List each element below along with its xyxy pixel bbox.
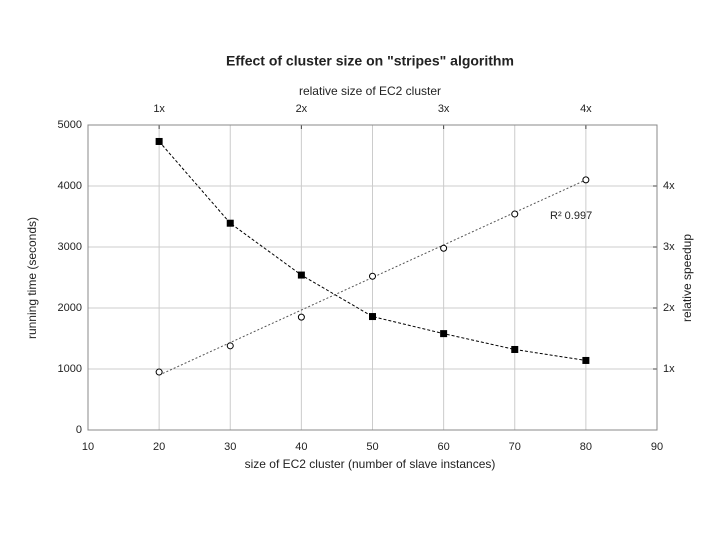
y-tick-label: 3000 [58,241,82,253]
marker [369,313,376,321]
y2-tick-label: 3x [663,241,675,253]
marker [297,271,305,279]
marker [226,219,234,227]
y-tick-label: 2000 [58,302,82,314]
x-tick-label: 10 [82,441,94,453]
marker [582,176,590,184]
x2-tick-label: 3x [438,103,450,115]
x-tick-label: 70 [509,441,521,453]
y-tick-label: 0 [76,424,82,436]
y-axis-label: running time (seconds) [25,217,39,339]
marker [226,342,234,350]
x-tick-label: 50 [366,441,378,453]
x2-tick-label: 2x [296,103,308,115]
marker [155,137,163,145]
y2-axis-label: relative speedup [680,234,694,322]
y-tick-label: 4000 [58,180,82,192]
x-tick-label: 40 [295,441,307,453]
annotation: R² 0.997 [550,210,592,222]
y-tick-label: 5000 [58,119,82,131]
marker [440,330,448,338]
x-tick-label: 90 [651,441,663,453]
x-tick-label: 20 [153,441,165,453]
x-axis-label: size of EC2 cluster (number of slave ins… [245,457,496,471]
x-tick-label: 60 [438,441,450,453]
plot-frame [87,124,658,431]
top-axis-label: relative size of EC2 cluster [299,84,441,98]
x-tick-label: 30 [224,441,236,453]
marker [582,356,590,364]
y2-tick-label: 2x [663,302,675,314]
marker [511,345,519,353]
y2-tick-label: 1x [663,363,675,375]
chart-title: Effect of cluster size on "stripes" algo… [226,53,514,69]
y-tick-label: 1000 [58,363,82,375]
x2-tick-label: 1x [153,103,165,115]
marker [440,244,448,252]
marker [369,272,376,280]
marker [155,368,163,376]
x2-tick-label: 4x [580,103,592,115]
y2-tick-label: 4x [663,180,675,192]
marker [511,210,519,218]
x-tick-label: 80 [580,441,592,453]
marker [297,313,305,321]
